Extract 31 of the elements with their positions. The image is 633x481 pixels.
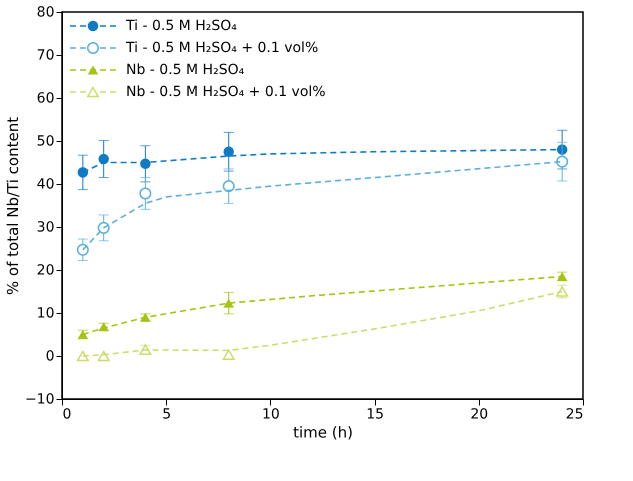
- point: [78, 167, 88, 178]
- point: [556, 156, 568, 168]
- point: [139, 187, 152, 200]
- point: [223, 298, 234, 308]
- point: [98, 350, 110, 362]
- x-tick-label: 25: [566, 406, 584, 422]
- y-tick-label: 0: [46, 348, 54, 364]
- x-tick-label: 20: [470, 406, 488, 422]
- y-axis-title: % of total Nb/Ti content: [4, 116, 22, 296]
- point: [222, 349, 235, 360]
- x-tick-label: 15: [366, 406, 384, 422]
- y-tick-label: 20: [36, 262, 54, 278]
- point: [223, 146, 234, 157]
- y-tick-label: 60: [36, 90, 54, 106]
- x-tick-label: 10: [262, 406, 280, 422]
- legend-label: Nb - 0.5 M H₂SO₄: [126, 62, 245, 78]
- y-tick-label: 10: [36, 306, 54, 322]
- y-tick-label: 70: [36, 48, 54, 64]
- x-axis-title: time (h): [293, 424, 353, 442]
- point: [76, 350, 89, 362]
- x-tick-label: 5: [162, 406, 172, 422]
- y-tick-label: 50: [36, 134, 54, 150]
- legend-label: Ti - 0.5 M H₂SO₄: [125, 18, 238, 34]
- y-tick-label: −10: [24, 392, 54, 408]
- y-tick-label: 40: [36, 176, 54, 192]
- legend-label: Nb - 0.5 M H₂SO₄ + 0.1 vol%: [126, 84, 326, 100]
- point: [222, 180, 235, 192]
- y-tick-label: 30: [36, 220, 54, 236]
- legend-label: Ti - 0.5 M H₂SO₄ + 0.1 vol%: [125, 40, 318, 56]
- y-tick-label: 80: [36, 4, 54, 20]
- x-tick-label: 0: [62, 406, 72, 422]
